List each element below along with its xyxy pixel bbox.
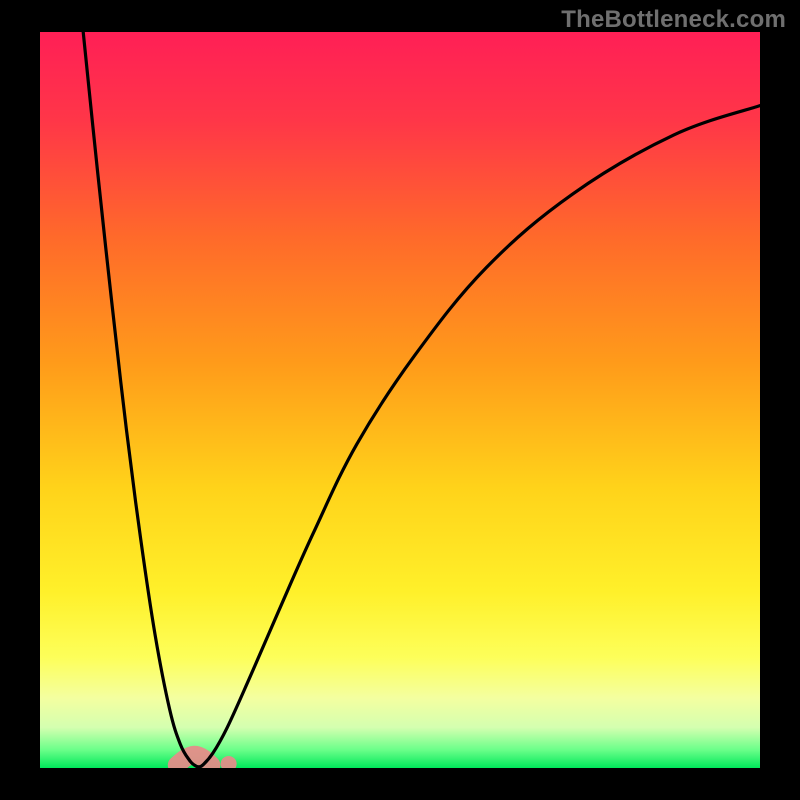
plot-background-gradient: [40, 32, 760, 768]
bottleneck-chart: [0, 0, 800, 800]
attribution-text: TheBottleneck.com: [561, 6, 786, 34]
chart-stage: TheBottleneck.com: [0, 0, 800, 800]
